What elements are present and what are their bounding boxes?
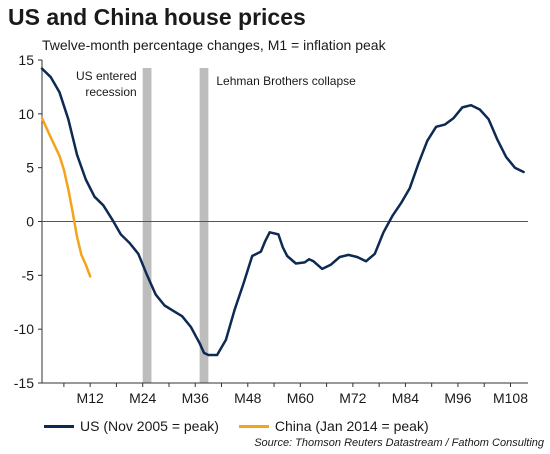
legend-item-us: US (Nov 2005 = peak) [44, 418, 219, 434]
event-band-label-2: Lehman Brothers collapse [216, 74, 356, 88]
x-tick-label: M108 [493, 390, 528, 406]
chart-title: US and China house prices [8, 4, 306, 30]
x-tick-label: M60 [287, 390, 314, 406]
recession-bands [142, 68, 209, 383]
y-tick-label: -5 [22, 267, 35, 283]
x-tick-label: M48 [234, 390, 261, 406]
event-band-label-1: US entered [76, 69, 137, 83]
x-tick-label: M24 [129, 390, 156, 406]
y-tick-label: 15 [18, 52, 34, 68]
chart-subtitle: Twelve-month percentage changes, M1 = in… [42, 37, 386, 53]
source-note: Source: Thomson Reuters Datastream / Fat… [254, 437, 544, 449]
event-band-label-1: recession [85, 85, 136, 99]
legend-swatch-us [44, 424, 74, 428]
x-tick-label: M96 [444, 390, 471, 406]
y-tick-label: 0 [26, 214, 34, 230]
y-tick-label: 5 [26, 160, 34, 176]
legend-label-china: China (Jan 2014 = peak) [274, 418, 429, 434]
x-tick-label: M12 [77, 390, 104, 406]
y-tick-label: -15 [14, 375, 34, 391]
legend-label-us: US (Nov 2005 = peak) [80, 418, 219, 434]
chart-legend: US (Nov 2005 = peak) China (Jan 2014 = p… [44, 418, 449, 434]
x-tick-label: M72 [339, 390, 366, 406]
x-tick-label: M36 [182, 390, 209, 406]
legend-swatch-china [238, 424, 269, 428]
series-line-china [40, 116, 92, 278]
y-tick-label: -10 [14, 321, 34, 337]
series-line-us [40, 67, 525, 357]
chart-series [40, 67, 525, 357]
x-tick-label: M84 [392, 390, 419, 406]
event-band-2 [199, 68, 209, 383]
legend-item-china: China (Jan 2014 = peak) [238, 418, 429, 434]
chart-labels: US entered recession Lehman Brothers colla… [14, 52, 528, 406]
y-tick-label: 10 [18, 106, 34, 122]
event-band-1 [142, 68, 152, 383]
chart-axes [38, 59, 528, 387]
